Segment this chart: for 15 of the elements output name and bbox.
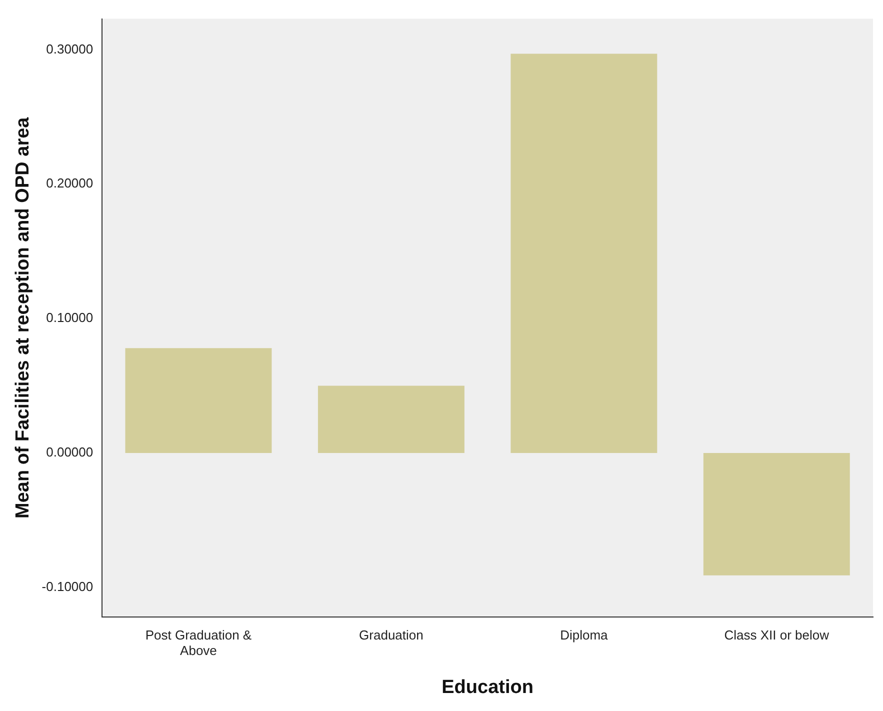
x-axis-title: Education bbox=[442, 676, 534, 698]
y-tick-label: 0.20000 bbox=[46, 176, 94, 191]
x-tick-label: Post Graduation & Above bbox=[145, 627, 252, 658]
x-tick-label: Graduation bbox=[359, 627, 424, 642]
y-axis-title: Mean of Facilities at reception and OPD area bbox=[12, 116, 34, 519]
bar bbox=[318, 386, 464, 453]
x-tick-label: Diploma bbox=[560, 627, 609, 642]
y-tick-label: 0.00000 bbox=[46, 444, 94, 460]
bar bbox=[125, 348, 272, 453]
x-tick-label: Class XII or below bbox=[724, 627, 830, 642]
bar bbox=[703, 453, 850, 576]
y-tick-label: 0.30000 bbox=[46, 41, 94, 56]
y-tick-label: 0.10000 bbox=[46, 310, 94, 326]
y-tick-label: -0.10000 bbox=[42, 579, 94, 594]
bar bbox=[510, 54, 658, 453]
